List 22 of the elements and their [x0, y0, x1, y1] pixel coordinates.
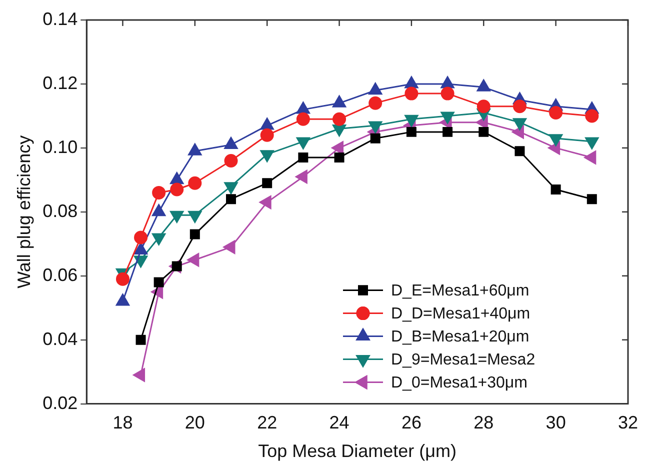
x-tick-label: 18	[112, 412, 133, 433]
y-tick-label: 0.12	[42, 72, 78, 93]
y-tick-label: 0.06	[42, 264, 78, 285]
x-tick-label: 26	[401, 412, 422, 433]
legend-label: D_9=Mesa1=Mesa2	[391, 352, 536, 369]
y-axis-title: Wall plug efficiency	[14, 135, 34, 288]
y-tick-label: 0.08	[42, 200, 78, 221]
y-tick-label: 0.02	[42, 392, 78, 413]
x-tick-label: 28	[474, 412, 494, 433]
x-tick-label: 30	[546, 412, 566, 433]
legend-label: D_E=Mesa1+60μm	[391, 282, 530, 300]
y-tick-label: 0.14	[42, 8, 78, 29]
legend-label: D_B=Mesa1+20μm	[391, 328, 530, 346]
x-tick-label: 32	[618, 412, 638, 433]
y-tick-label: 0.10	[42, 136, 78, 157]
x-axis-title: Top Mesa Diameter (μm)	[258, 441, 457, 462]
x-tick-label: 22	[257, 412, 278, 433]
x-tick-label: 20	[184, 412, 205, 433]
x-tick-label: 24	[329, 412, 350, 433]
legend-label: D_D=Mesa1+40μm	[391, 306, 530, 323]
y-tick-label: 0.04	[42, 328, 78, 349]
legend-label: D_0=Mesa1+30μm	[391, 374, 528, 392]
